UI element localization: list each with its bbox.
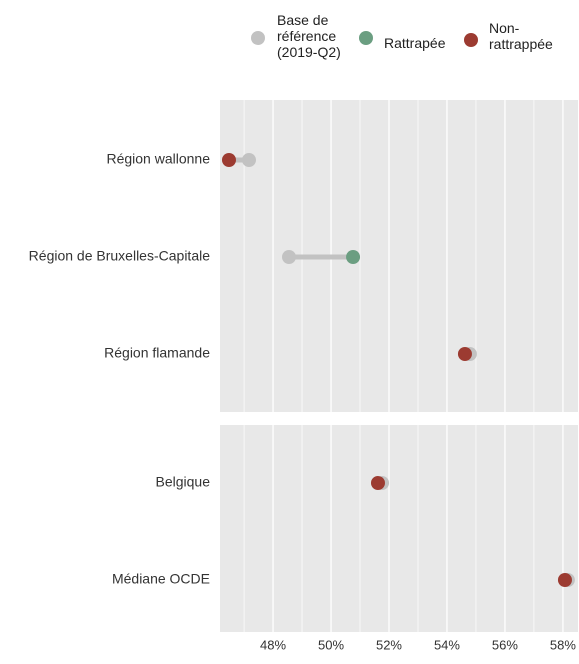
x-tick-label: 50% — [318, 637, 344, 652]
y-tick-label: Médiane OCDE — [112, 571, 210, 587]
panel — [220, 100, 578, 412]
y-tick-label: Belgique — [156, 474, 211, 490]
legend-label: Base de référence (2019-Q2) — [277, 12, 341, 60]
x-tick-label: 48% — [260, 637, 286, 652]
x-tick-label: 56% — [492, 637, 518, 652]
legend-marker — [464, 33, 478, 47]
legend-label: Rattrapée — [384, 35, 446, 51]
panel — [220, 425, 578, 632]
x-tick-label: 52% — [376, 637, 402, 652]
y-tick-label: Région flamande — [104, 345, 210, 361]
dot — [557, 573, 572, 587]
dot — [457, 347, 472, 361]
dot — [281, 250, 296, 264]
y-tick-label: Région wallonne — [106, 151, 210, 167]
y-tick-label: Région de Bruxelles-Capitale — [29, 248, 211, 264]
dot — [241, 153, 256, 167]
legend-label: Non-rattrappée — [489, 20, 553, 52]
legend-marker — [359, 31, 373, 45]
legend-marker — [251, 31, 265, 45]
dot — [370, 476, 385, 490]
x-tick-label: 54% — [434, 637, 460, 652]
dot — [221, 153, 236, 167]
dot — [346, 250, 361, 264]
x-tick-label: 58% — [550, 637, 576, 652]
